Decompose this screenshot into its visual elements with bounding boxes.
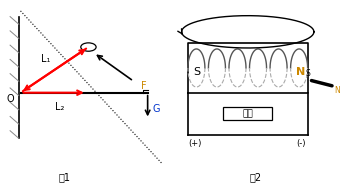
Text: (-): (-) (296, 139, 306, 148)
Text: 图1: 图1 (58, 172, 70, 182)
Text: (+): (+) (188, 139, 201, 148)
Text: F: F (141, 81, 146, 91)
FancyBboxPatch shape (223, 107, 272, 120)
Text: S: S (305, 69, 310, 78)
Text: G: G (153, 104, 160, 114)
Text: L₁: L₁ (41, 54, 51, 64)
Text: N: N (334, 86, 339, 95)
Text: 电源: 电源 (243, 109, 253, 118)
Text: O: O (7, 94, 14, 104)
Text: S: S (193, 67, 200, 77)
Text: L₂: L₂ (55, 102, 65, 112)
Text: 图2: 图2 (250, 172, 261, 182)
Text: N: N (296, 67, 305, 77)
